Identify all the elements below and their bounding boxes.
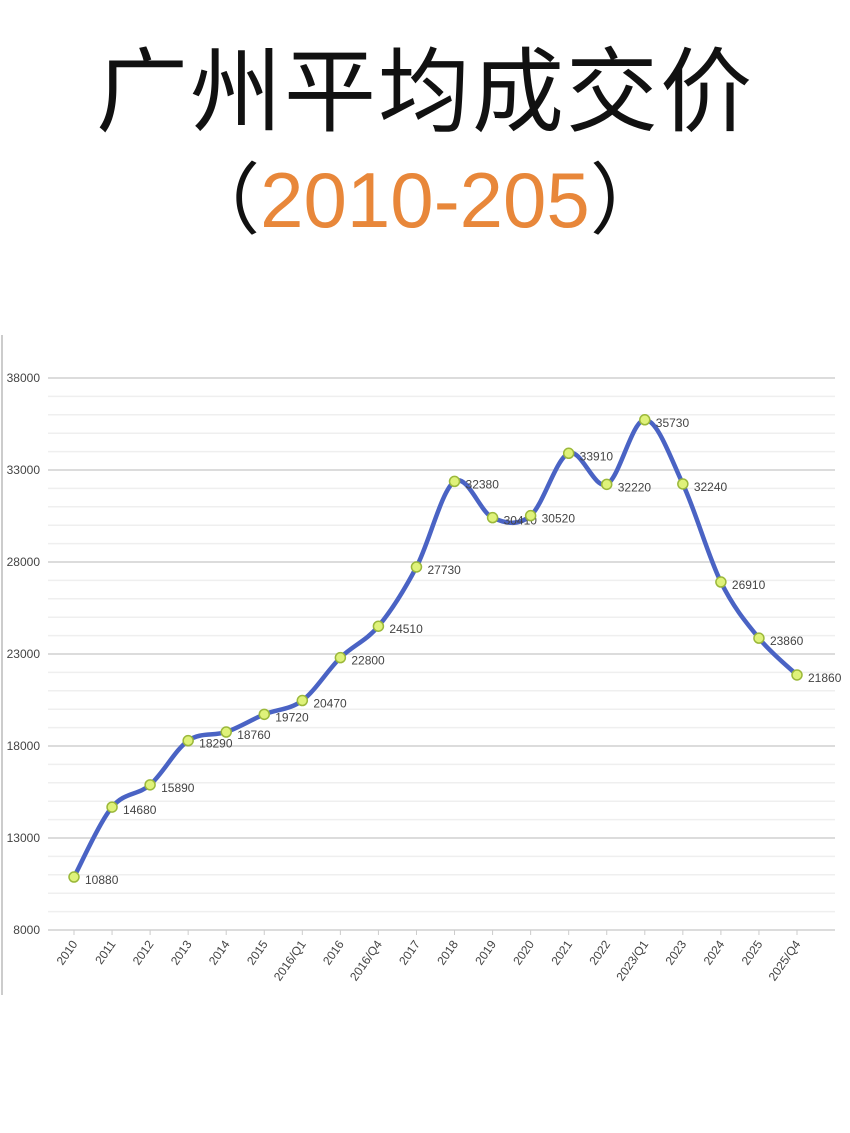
data-label: 24510 [389, 622, 423, 636]
subtitle-range: 2010-205 [260, 156, 590, 244]
y-tick-label: 33000 [7, 463, 41, 477]
data-point-marker [144, 779, 156, 791]
data-label: 14680 [123, 803, 157, 817]
data-label: 18760 [237, 728, 271, 742]
x-tick-label: 2016/Q4 [347, 937, 385, 983]
data-point-marker [182, 734, 194, 747]
x-tick-label: 2022 [586, 937, 613, 967]
page-title: 广州平均成交价 [95, 39, 754, 146]
x-tick-label: 2013 [168, 937, 195, 967]
y-tick-label: 18000 [7, 739, 41, 753]
subtitle-open-paren: （ [182, 156, 261, 244]
data-point-marker [753, 632, 765, 644]
x-tick-label: 2010 [54, 937, 81, 967]
data-point-marker [448, 475, 461, 488]
data-point-marker [68, 871, 80, 883]
data-label: 10880 [85, 873, 119, 887]
x-tick-label: 2024 [701, 937, 728, 967]
data-point-marker [715, 576, 727, 588]
data-point-marker [639, 414, 651, 426]
y-tick-label: 13000 [7, 831, 41, 845]
data-point-marker [524, 509, 537, 522]
x-tick-label: 2018 [434, 937, 461, 967]
data-point-marker [258, 708, 271, 721]
data-label: 18290 [199, 737, 233, 751]
x-tick-label: 2023 [663, 937, 690, 967]
data-label: 20470 [313, 697, 347, 711]
data-label: 15890 [161, 781, 195, 795]
x-tick-label: 2012 [130, 937, 157, 967]
data-point-marker [372, 620, 385, 632]
x-tick-label: 2019 [472, 937, 499, 967]
data-label: 32240 [694, 480, 728, 494]
data-point-marker [410, 561, 423, 573]
x-tick-label: 2016 [320, 937, 347, 967]
data-label: 32220 [618, 480, 652, 494]
x-tick-label: 2021 [548, 937, 575, 967]
x-tick-label: 2025 [739, 937, 766, 967]
data-label: 21860 [808, 671, 842, 685]
data-label: 23860 [770, 634, 804, 648]
data-label: 26910 [732, 578, 766, 592]
data-point-marker [791, 669, 803, 681]
data-label: 30520 [542, 512, 576, 526]
page-subtitle: （2010-205） [0, 150, 850, 250]
data-label: 32380 [466, 477, 500, 491]
data-point-marker [600, 478, 613, 491]
x-tick-label: 2025/Q4 [766, 937, 804, 983]
data-point-marker [562, 447, 575, 460]
data-point-marker [106, 801, 118, 813]
data-label: 35730 [656, 416, 690, 430]
data-point-marker [486, 511, 499, 524]
x-tick-label: 2023/Q1 [613, 937, 651, 983]
data-point-marker [334, 651, 347, 664]
subtitle-close-paren: ） [589, 156, 668, 244]
x-tick-label: 2015 [244, 937, 271, 967]
data-label: 19720 [275, 710, 309, 724]
data-point-marker [677, 478, 689, 490]
data-point-marker [220, 726, 232, 738]
y-tick-label: 28000 [7, 555, 41, 569]
x-tick-label: 2011 [92, 937, 118, 966]
data-label: 22800 [351, 654, 385, 668]
x-tick-label: 2017 [396, 937, 423, 967]
data-label: 27730 [427, 563, 461, 577]
y-tick-label: 23000 [7, 647, 41, 661]
x-tick-label: 2020 [510, 937, 537, 967]
data-label: 33910 [580, 449, 614, 463]
data-point-marker [296, 694, 309, 707]
x-tick-label: 2014 [206, 937, 233, 967]
y-tick-label: 8000 [13, 923, 40, 937]
y-tick-label: 38000 [7, 371, 41, 385]
x-tick-label: 2016/Q1 [271, 937, 309, 983]
